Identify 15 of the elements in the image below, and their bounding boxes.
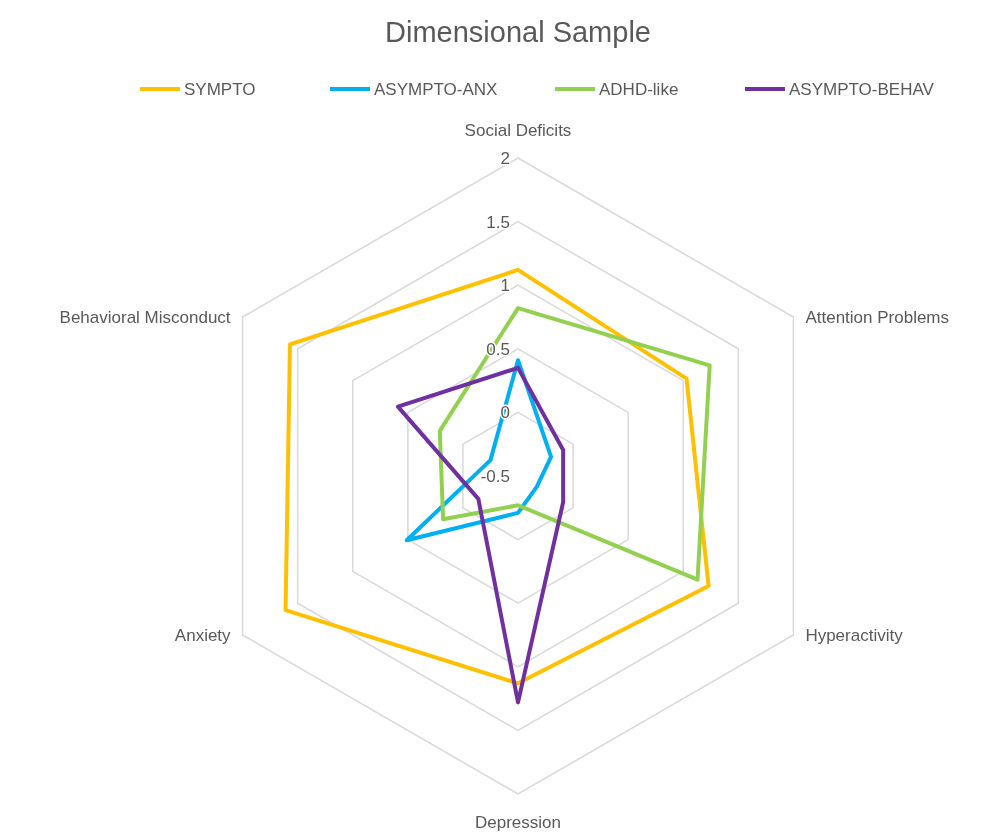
spoke-label: Behavioral Misconduct	[59, 308, 231, 327]
chart-title: Dimensional Sample	[385, 16, 651, 48]
spoke-label: Hyperactivity	[805, 626, 904, 645]
spoke-label: Social Deficits	[464, 121, 572, 140]
spoke-label: Depression	[475, 813, 561, 832]
legend-label: ADHD-like	[599, 80, 679, 99]
y-tick-label: -0.5	[480, 467, 510, 486]
y-tick-label: 1	[500, 276, 510, 296]
y-tick-label: 2	[500, 149, 510, 168]
spoke-label: Anxiety	[174, 626, 232, 645]
legend-label: ASYMPTO-ANX	[374, 80, 498, 99]
legend-label: SYMPTO	[184, 80, 256, 99]
y-tick-label: 1.5	[486, 212, 510, 232]
spoke-label: Attention Problems	[805, 308, 950, 327]
legend-label: ASYMPTO-BEHAV	[789, 80, 935, 99]
